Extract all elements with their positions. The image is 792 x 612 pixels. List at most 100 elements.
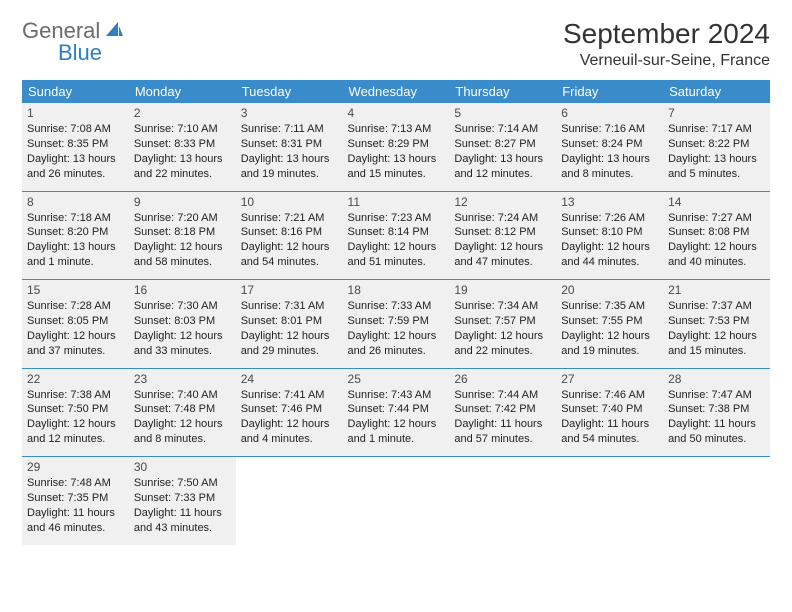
day-cell: 17Sunrise: 7:31 AMSunset: 8:01 PMDayligh… [236, 280, 343, 368]
day-number: 23 [134, 371, 231, 388]
day-info: Sunrise: 7:11 AMSunset: 8:31 PMDaylight:… [241, 122, 338, 181]
day-number: 9 [134, 194, 231, 211]
day-cell: 10Sunrise: 7:21 AMSunset: 8:16 PMDayligh… [236, 192, 343, 280]
week-row: 22Sunrise: 7:38 AMSunset: 7:50 PMDayligh… [22, 369, 770, 457]
day-cell: 15Sunrise: 7:28 AMSunset: 8:05 PMDayligh… [22, 280, 129, 368]
day-cell: 13Sunrise: 7:26 AMSunset: 8:10 PMDayligh… [556, 192, 663, 280]
day-number: 7 [668, 105, 765, 122]
week-row: 8Sunrise: 7:18 AMSunset: 8:20 PMDaylight… [22, 192, 770, 280]
day-cell: 30Sunrise: 7:50 AMSunset: 7:33 PMDayligh… [129, 457, 236, 545]
day-cell [343, 457, 450, 545]
day-cell: 24Sunrise: 7:41 AMSunset: 7:46 PMDayligh… [236, 369, 343, 457]
day-number: 13 [561, 194, 658, 211]
day-number: 14 [668, 194, 765, 211]
day-number: 29 [27, 459, 124, 476]
day-info: Sunrise: 7:37 AMSunset: 7:53 PMDaylight:… [668, 299, 765, 358]
week-row: 1Sunrise: 7:08 AMSunset: 8:35 PMDaylight… [22, 103, 770, 191]
day-cell: 29Sunrise: 7:48 AMSunset: 7:35 PMDayligh… [22, 457, 129, 545]
day-cell: 25Sunrise: 7:43 AMSunset: 7:44 PMDayligh… [343, 369, 450, 457]
day-number: 10 [241, 194, 338, 211]
week-row: 29Sunrise: 7:48 AMSunset: 7:35 PMDayligh… [22, 457, 770, 545]
day-info: Sunrise: 7:21 AMSunset: 8:16 PMDaylight:… [241, 211, 338, 270]
day-number: 4 [348, 105, 445, 122]
day-cell: 27Sunrise: 7:46 AMSunset: 7:40 PMDayligh… [556, 369, 663, 457]
day-info: Sunrise: 7:48 AMSunset: 7:35 PMDaylight:… [27, 476, 124, 535]
day-info: Sunrise: 7:41 AMSunset: 7:46 PMDaylight:… [241, 388, 338, 447]
day-number: 27 [561, 371, 658, 388]
day-number: 3 [241, 105, 338, 122]
day-info: Sunrise: 7:08 AMSunset: 8:35 PMDaylight:… [27, 122, 124, 181]
logo-text-blue: Blue [58, 40, 102, 66]
day-number: 21 [668, 282, 765, 299]
day-number: 30 [134, 459, 231, 476]
day-cell: 14Sunrise: 7:27 AMSunset: 8:08 PMDayligh… [663, 192, 770, 280]
sail-icon [104, 20, 124, 43]
day-number: 17 [241, 282, 338, 299]
day-info: Sunrise: 7:40 AMSunset: 7:48 PMDaylight:… [134, 388, 231, 447]
day-info: Sunrise: 7:34 AMSunset: 7:57 PMDaylight:… [454, 299, 551, 358]
day-info: Sunrise: 7:44 AMSunset: 7:42 PMDaylight:… [454, 388, 551, 447]
weekday-header: Monday [129, 80, 236, 103]
day-cell: 16Sunrise: 7:30 AMSunset: 8:03 PMDayligh… [129, 280, 236, 368]
day-number: 25 [348, 371, 445, 388]
day-info: Sunrise: 7:13 AMSunset: 8:29 PMDaylight:… [348, 122, 445, 181]
day-info: Sunrise: 7:18 AMSunset: 8:20 PMDaylight:… [27, 211, 124, 270]
day-cell: 23Sunrise: 7:40 AMSunset: 7:48 PMDayligh… [129, 369, 236, 457]
day-cell: 5Sunrise: 7:14 AMSunset: 8:27 PMDaylight… [449, 103, 556, 191]
calendar-table: Sunday Monday Tuesday Wednesday Thursday… [22, 80, 770, 545]
day-cell: 19Sunrise: 7:34 AMSunset: 7:57 PMDayligh… [449, 280, 556, 368]
day-cell [449, 457, 556, 545]
day-info: Sunrise: 7:28 AMSunset: 8:05 PMDaylight:… [27, 299, 124, 358]
day-number: 1 [27, 105, 124, 122]
day-number: 11 [348, 194, 445, 211]
day-cell: 7Sunrise: 7:17 AMSunset: 8:22 PMDaylight… [663, 103, 770, 191]
day-number: 15 [27, 282, 124, 299]
day-cell: 1Sunrise: 7:08 AMSunset: 8:35 PMDaylight… [22, 103, 129, 191]
location: Verneuil-sur-Seine, France [563, 52, 770, 70]
day-cell [236, 457, 343, 545]
day-cell: 11Sunrise: 7:23 AMSunset: 8:14 PMDayligh… [343, 192, 450, 280]
day-info: Sunrise: 7:46 AMSunset: 7:40 PMDaylight:… [561, 388, 658, 447]
day-cell: 18Sunrise: 7:33 AMSunset: 7:59 PMDayligh… [343, 280, 450, 368]
day-info: Sunrise: 7:27 AMSunset: 8:08 PMDaylight:… [668, 211, 765, 270]
header: General September 2024 Verneuil-sur-Sein… [22, 18, 770, 70]
day-info: Sunrise: 7:35 AMSunset: 7:55 PMDaylight:… [561, 299, 658, 358]
day-info: Sunrise: 7:33 AMSunset: 7:59 PMDaylight:… [348, 299, 445, 358]
day-number: 28 [668, 371, 765, 388]
day-cell [556, 457, 663, 545]
day-info: Sunrise: 7:16 AMSunset: 8:24 PMDaylight:… [561, 122, 658, 181]
weekday-header: Sunday [22, 80, 129, 103]
day-number: 26 [454, 371, 551, 388]
title-block: September 2024 Verneuil-sur-Seine, Franc… [563, 18, 770, 70]
day-info: Sunrise: 7:38 AMSunset: 7:50 PMDaylight:… [27, 388, 124, 447]
day-number: 20 [561, 282, 658, 299]
day-cell [663, 457, 770, 545]
day-info: Sunrise: 7:10 AMSunset: 8:33 PMDaylight:… [134, 122, 231, 181]
month-title: September 2024 [563, 18, 770, 50]
day-number: 8 [27, 194, 124, 211]
day-number: 19 [454, 282, 551, 299]
weekday-header-row: Sunday Monday Tuesday Wednesday Thursday… [22, 80, 770, 103]
day-info: Sunrise: 7:30 AMSunset: 8:03 PMDaylight:… [134, 299, 231, 358]
day-info: Sunrise: 7:47 AMSunset: 7:38 PMDaylight:… [668, 388, 765, 447]
day-info: Sunrise: 7:14 AMSunset: 8:27 PMDaylight:… [454, 122, 551, 181]
day-number: 12 [454, 194, 551, 211]
day-info: Sunrise: 7:24 AMSunset: 8:12 PMDaylight:… [454, 211, 551, 270]
day-number: 24 [241, 371, 338, 388]
day-info: Sunrise: 7:43 AMSunset: 7:44 PMDaylight:… [348, 388, 445, 447]
calendar-page: General September 2024 Verneuil-sur-Sein… [0, 0, 792, 563]
weekday-header: Saturday [663, 80, 770, 103]
day-number: 18 [348, 282, 445, 299]
day-info: Sunrise: 7:23 AMSunset: 8:14 PMDaylight:… [348, 211, 445, 270]
day-cell: 8Sunrise: 7:18 AMSunset: 8:20 PMDaylight… [22, 192, 129, 280]
day-number: 16 [134, 282, 231, 299]
day-info: Sunrise: 7:20 AMSunset: 8:18 PMDaylight:… [134, 211, 231, 270]
day-cell: 4Sunrise: 7:13 AMSunset: 8:29 PMDaylight… [343, 103, 450, 191]
day-cell: 3Sunrise: 7:11 AMSunset: 8:31 PMDaylight… [236, 103, 343, 191]
day-cell: 9Sunrise: 7:20 AMSunset: 8:18 PMDaylight… [129, 192, 236, 280]
day-cell: 28Sunrise: 7:47 AMSunset: 7:38 PMDayligh… [663, 369, 770, 457]
day-info: Sunrise: 7:50 AMSunset: 7:33 PMDaylight:… [134, 476, 231, 535]
day-number: 22 [27, 371, 124, 388]
day-cell: 21Sunrise: 7:37 AMSunset: 7:53 PMDayligh… [663, 280, 770, 368]
day-info: Sunrise: 7:31 AMSunset: 8:01 PMDaylight:… [241, 299, 338, 358]
